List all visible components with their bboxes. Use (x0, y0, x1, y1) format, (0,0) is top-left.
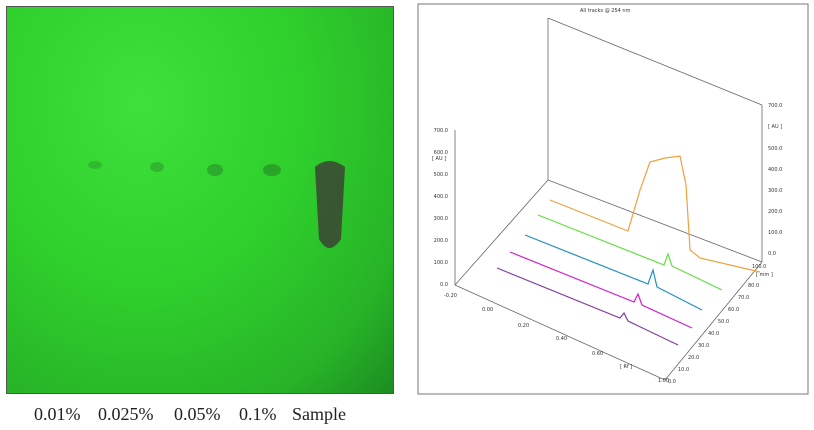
tick-label: 200.0 (768, 209, 782, 215)
tick-label: [ Rf ] (620, 364, 632, 370)
tick-label: 400.0 (434, 194, 448, 200)
spot (88, 161, 102, 169)
plate-spots (88, 161, 345, 248)
tick-label: 300.0 (434, 216, 448, 222)
tick-label: 400.0 (768, 167, 782, 173)
tick-label: 100.0 (768, 230, 782, 236)
lane-label: 0.05% (174, 404, 221, 424)
tick-label: 100.0 (434, 260, 448, 266)
lane-label: Sample (292, 404, 346, 424)
tick-label: 0.60 (592, 351, 603, 357)
tlc-plate (6, 6, 394, 394)
tick-label: 600.0 (434, 150, 448, 156)
tick-label: 0.40 (556, 336, 567, 342)
lane-label: 0.01% (34, 404, 81, 424)
spot (207, 164, 223, 176)
spot (150, 162, 164, 172)
tick-label: 0.0 (440, 282, 448, 288)
tick-label: 200.0 (434, 238, 448, 244)
densitogram: All tracks @ 254 nm [ AU ] 700.0 600.0 500.… (417, 3, 809, 395)
tick-label: 700.0 (434, 128, 448, 134)
tick-label: 70.0 (738, 295, 749, 301)
chart-title: All tracks @ 254 nm (580, 8, 631, 14)
tick-label: 500.0 (434, 172, 448, 178)
tick-label: -0.20 (444, 293, 457, 299)
lane-label: 0.1% (239, 404, 277, 424)
tick-label: 40.0 (708, 331, 719, 337)
tick-label: [ mm ] (756, 272, 773, 278)
tick-label: 0.0 (668, 379, 676, 385)
tick-label: 80.0 (748, 283, 759, 289)
lane-label: 0.025% (98, 404, 154, 424)
sample-spot (315, 161, 345, 248)
frame (417, 3, 809, 395)
tick-label: [ AU ] (768, 124, 782, 130)
axes-box (454, 17, 763, 381)
tick-label: 20.0 (688, 355, 699, 361)
spot (263, 164, 281, 176)
tick-label: 500.0 (768, 146, 782, 152)
tick-label: 0.00 (482, 307, 493, 313)
tick-label: 700.0 (768, 103, 782, 109)
tick-label: 50.0 (718, 319, 729, 325)
tick-label: [ AU ] (432, 156, 446, 162)
tick-label: 0.20 (518, 323, 529, 329)
tick-label: 0.0 (768, 251, 776, 257)
tick-label: 100.0 (752, 264, 766, 270)
tick-label: 30.0 (698, 343, 709, 349)
tick-label: 10.0 (678, 367, 689, 373)
traces (496, 155, 761, 346)
tick-label: 300.0 (768, 188, 782, 194)
tick-label: 60.0 (728, 307, 739, 313)
tick-label: 1.00 (658, 378, 669, 384)
